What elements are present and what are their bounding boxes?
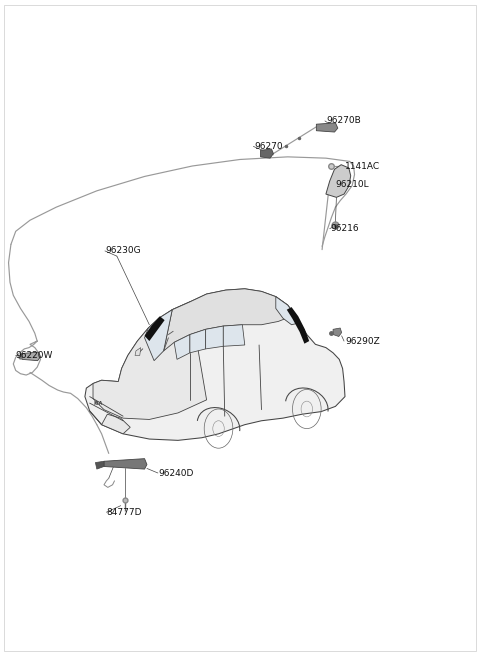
Text: 96210L: 96210L — [336, 180, 369, 189]
Polygon shape — [190, 329, 205, 353]
Text: 96270B: 96270B — [326, 116, 360, 125]
Text: 96290Z: 96290Z — [345, 337, 380, 346]
Polygon shape — [102, 414, 130, 434]
Polygon shape — [316, 123, 338, 132]
Polygon shape — [164, 289, 295, 351]
Polygon shape — [22, 352, 40, 361]
Polygon shape — [144, 310, 172, 361]
Text: KIA: KIA — [93, 401, 102, 405]
Text: 84777D: 84777D — [107, 508, 142, 517]
Polygon shape — [104, 459, 147, 469]
Text: 96240D: 96240D — [159, 468, 194, 478]
Polygon shape — [287, 307, 309, 344]
Polygon shape — [223, 325, 245, 346]
Polygon shape — [96, 461, 104, 469]
Polygon shape — [276, 297, 300, 325]
Text: 1141AC: 1141AC — [345, 162, 380, 171]
Text: 96216: 96216 — [331, 224, 360, 234]
Polygon shape — [205, 326, 223, 349]
Text: 96270: 96270 — [254, 142, 283, 151]
Polygon shape — [261, 149, 274, 158]
Polygon shape — [85, 289, 345, 440]
Polygon shape — [144, 316, 165, 341]
Polygon shape — [174, 335, 190, 359]
Polygon shape — [135, 348, 141, 356]
Polygon shape — [93, 302, 206, 419]
Text: 96230G: 96230G — [106, 247, 141, 255]
Text: 96220W: 96220W — [16, 351, 53, 360]
Polygon shape — [333, 328, 342, 337]
Polygon shape — [326, 165, 351, 197]
